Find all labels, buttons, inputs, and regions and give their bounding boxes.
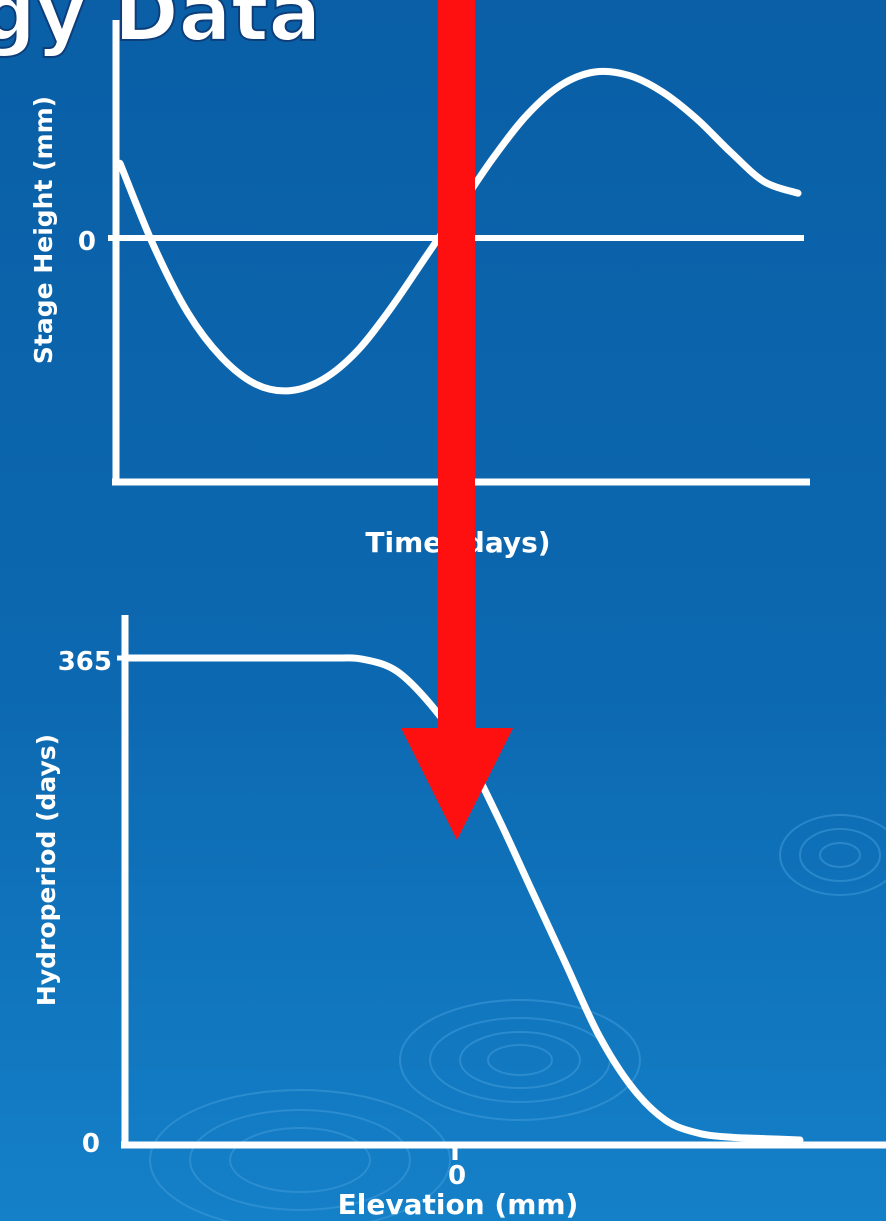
hydroperiod-chart: 365 0 0 Hydroperiod (days) Elevation (mm…	[32, 615, 886, 1221]
bottom-y-tick-label-365: 365	[58, 647, 112, 677]
arrow-shaft	[438, 0, 475, 730]
slide-title-fragment: gy Data	[0, 0, 321, 59]
ripple-decoration	[149, 814, 886, 1221]
bottom-y-axis-label: Hydroperiod (days)	[32, 734, 61, 1006]
arrow-head	[401, 728, 513, 840]
bottom-x-axis-label: Elevation (mm)	[338, 1188, 579, 1221]
bottom-x-tick-label-0: 0	[448, 1161, 466, 1191]
stage-height-chart: 0 Stage Height (mm) Time (days)	[29, 20, 810, 559]
red-down-arrow	[401, 0, 513, 840]
top-y-tick-label-0: 0	[78, 227, 96, 257]
top-y-axis-label: Stage Height (mm)	[29, 96, 58, 364]
bottom-y-tick-label-0: 0	[82, 1129, 100, 1159]
hydroperiod-curve	[124, 654, 804, 1144]
